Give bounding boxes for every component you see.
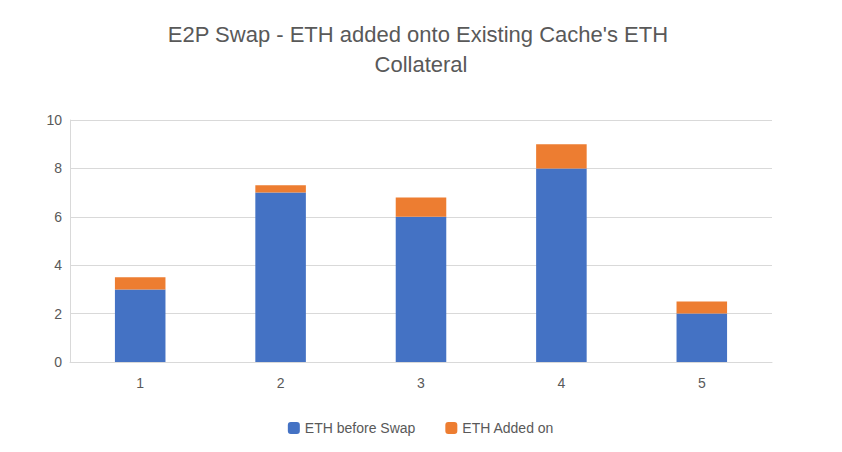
svg-text:6: 6 (54, 209, 62, 225)
svg-text:E2P Swap - ETH added onto Exis: E2P Swap - ETH added onto Existing Cache… (168, 22, 674, 47)
svg-text:ETH Added on: ETH Added on (462, 420, 553, 436)
svg-text:3: 3 (417, 375, 425, 391)
svg-text:4: 4 (558, 375, 566, 391)
svg-text:1: 1 (136, 375, 144, 391)
svg-text:2: 2 (277, 375, 285, 391)
svg-text:Collateral: Collateral (375, 52, 468, 77)
svg-text:10: 10 (46, 112, 62, 128)
svg-text:ETH before Swap: ETH before Swap (305, 420, 416, 436)
svg-text:2: 2 (54, 306, 62, 322)
svg-text:0: 0 (54, 354, 62, 370)
svg-text:4: 4 (54, 257, 62, 273)
svg-text:8: 8 (54, 160, 62, 176)
svg-text:5: 5 (698, 375, 706, 391)
